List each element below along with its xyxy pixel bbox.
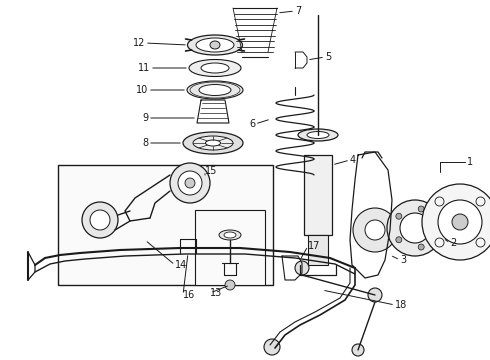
Circle shape (452, 214, 468, 230)
Circle shape (90, 210, 110, 230)
Ellipse shape (193, 136, 233, 150)
Ellipse shape (210, 41, 220, 49)
Text: 18: 18 (395, 300, 407, 310)
Text: 4: 4 (350, 155, 356, 165)
Text: 6: 6 (249, 119, 255, 129)
Circle shape (438, 200, 482, 244)
Circle shape (264, 339, 280, 355)
Circle shape (170, 163, 210, 203)
Bar (308, 235, 328, 265)
Text: 17: 17 (308, 241, 320, 251)
Ellipse shape (183, 132, 243, 154)
Circle shape (352, 344, 364, 356)
Ellipse shape (201, 63, 229, 73)
Text: 2: 2 (450, 238, 456, 248)
Ellipse shape (219, 230, 241, 240)
Ellipse shape (298, 129, 338, 141)
Text: 8: 8 (142, 138, 148, 148)
Text: 9: 9 (142, 113, 148, 123)
Ellipse shape (224, 232, 236, 238)
Circle shape (396, 237, 402, 243)
Ellipse shape (187, 81, 243, 99)
Text: 10: 10 (136, 85, 148, 95)
Circle shape (422, 184, 490, 260)
Text: 13: 13 (210, 288, 222, 298)
Ellipse shape (188, 35, 243, 55)
Circle shape (418, 244, 424, 250)
Bar (58, 165, 273, 285)
Text: 11: 11 (138, 63, 150, 73)
Circle shape (82, 202, 118, 238)
Text: 15: 15 (205, 166, 218, 176)
Circle shape (432, 225, 438, 231)
Circle shape (365, 220, 385, 240)
Circle shape (185, 178, 195, 188)
Text: 12: 12 (133, 38, 145, 48)
Text: 1: 1 (467, 157, 473, 167)
Text: 3: 3 (400, 255, 406, 265)
Text: 16: 16 (183, 290, 195, 300)
Circle shape (396, 213, 402, 219)
Circle shape (418, 206, 424, 212)
Text: 7: 7 (295, 6, 301, 16)
Text: 14: 14 (175, 260, 187, 270)
Circle shape (368, 288, 382, 302)
Circle shape (178, 171, 202, 195)
Ellipse shape (199, 85, 231, 95)
Ellipse shape (205, 140, 221, 146)
Circle shape (225, 280, 235, 290)
Bar (304, 155, 332, 235)
Circle shape (387, 200, 443, 256)
Circle shape (353, 208, 397, 252)
Ellipse shape (196, 38, 234, 52)
Ellipse shape (307, 131, 329, 139)
Circle shape (400, 213, 430, 243)
Text: 5: 5 (325, 52, 331, 62)
Ellipse shape (189, 59, 241, 77)
Circle shape (295, 261, 309, 275)
Bar (195, 210, 265, 285)
